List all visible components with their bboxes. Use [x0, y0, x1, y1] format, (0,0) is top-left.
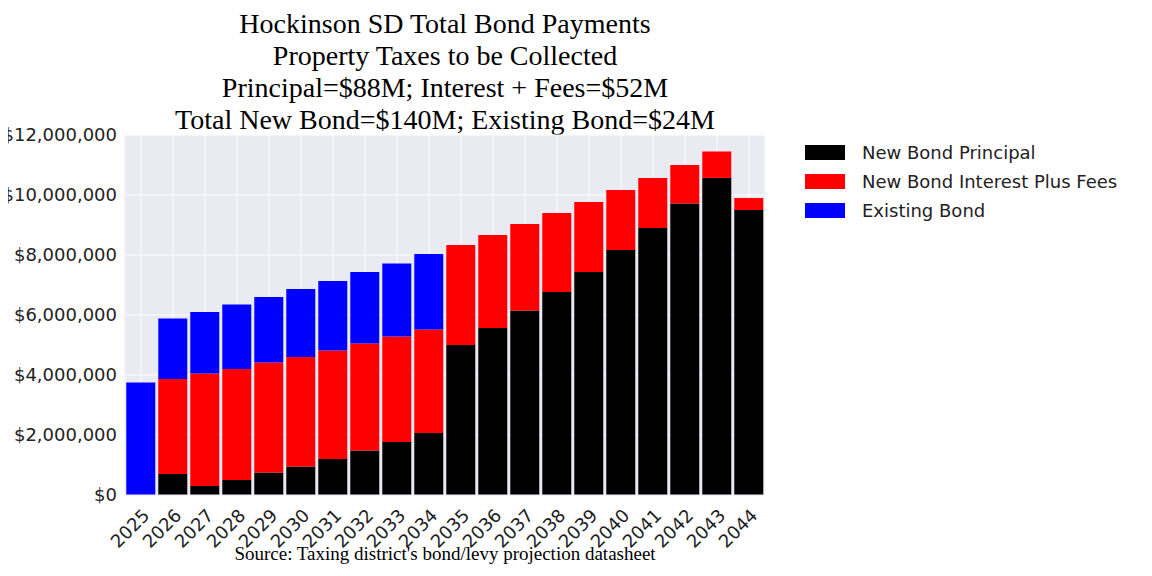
svg-text:2027: 2027: [170, 504, 218, 552]
svg-text:$2,000,000: $2,000,000: [14, 424, 117, 445]
svg-text:$8,000,000: $8,000,000: [14, 244, 117, 265]
svg-text:$10,000,000: $10,000,000: [8, 184, 117, 205]
html-text:Property Taxes to be Collected: Property Taxes to be Collected: [272, 40, 618, 71]
svg-text:$12,000,000: $12,000,000: [8, 124, 117, 145]
svg-text:2025: 2025: [106, 504, 154, 552]
svg-text:$4,000,000: $4,000,000: [14, 364, 117, 385]
html-text:Total New Bond=$140M; Existing: Total New Bond=$140M; Existing Bond=$24M: [175, 104, 715, 135]
html-text:Hockinson SD Total Bond Paymen: Hockinson SD Total Bond Payments: [239, 8, 651, 39]
svg-text:2028: 2028: [202, 504, 250, 552]
svg-text:2042: 2042: [650, 504, 698, 552]
html-text:New Bond Principal: New Bond Principal: [862, 142, 1036, 163]
html-text:Source: Taxing district's bond: Source: Taxing district's bond/levy proj…: [234, 543, 656, 564]
svg-text:2026: 2026: [138, 504, 186, 552]
svg-text:$6,000,000: $6,000,000: [14, 304, 117, 325]
html-text:New Bond Interest Plus Fees: New Bond Interest Plus Fees: [862, 171, 1118, 192]
svg-text:2043: 2043: [682, 504, 730, 552]
svg-text:$0: $0: [94, 484, 117, 505]
html-text:Principal=$88M; Interest + Fee: Principal=$88M; Interest + Fees=$52M: [221, 72, 669, 103]
html-text:Existing Bond: Existing Bond: [862, 200, 986, 221]
svg-text:2044: 2044: [714, 505, 761, 552]
